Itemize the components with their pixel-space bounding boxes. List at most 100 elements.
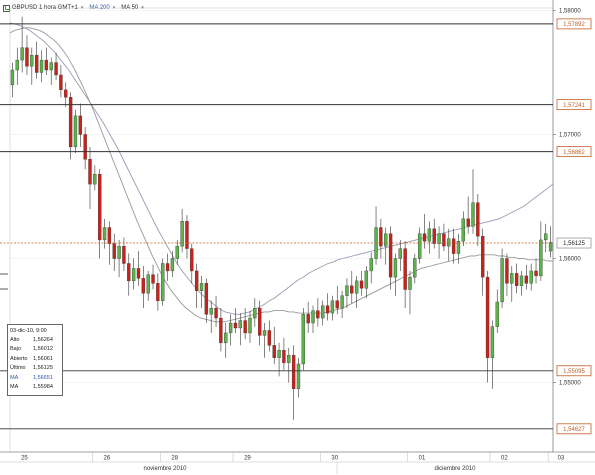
horizontal-levels[interactable]: 1,57892 1,57241 1,56862 1,55095 1,54627 1,561… [0, 18, 592, 435]
candle-body [369, 258, 373, 272]
candle-body [335, 300, 339, 309]
candle [248, 310, 252, 343]
candle [306, 301, 310, 333]
candle [68, 92, 73, 160]
candle-body [127, 263, 131, 282]
candle [262, 323, 267, 358]
candle-body [272, 345, 276, 358]
candle-body [83, 134, 87, 160]
candle-body [287, 355, 291, 363]
candle [127, 253, 131, 296]
candle-body [262, 330, 267, 336]
candle-body [490, 326, 495, 358]
candle-body [417, 233, 422, 259]
month-label: diciembre 2010 [434, 466, 476, 472]
candle-body [25, 47, 29, 67]
candle [272, 326, 276, 364]
candle [335, 285, 339, 315]
candle-body [204, 283, 209, 315]
candle-body [39, 59, 44, 73]
candle [369, 252, 373, 284]
candle-body [151, 274, 155, 284]
candle-body [510, 273, 514, 284]
candle-body [398, 248, 402, 259]
candle [224, 323, 228, 358]
candle [185, 215, 189, 259]
candle [25, 35, 29, 75]
infobox-row-ma50: MA 1,55984 [10, 383, 60, 393]
infobox-label: Alto [10, 336, 20, 343]
candle [287, 347, 291, 383]
candle [243, 308, 247, 340]
candle [102, 218, 107, 249]
candle-body [384, 233, 388, 247]
candle [345, 278, 349, 309]
infobox-label: MA [10, 374, 19, 381]
candle [471, 169, 475, 234]
price-axis[interactable]: 1,58000 1,57000 1,56000 1,55000 [553, 9, 581, 387]
candlesticks [10, 16, 553, 420]
candle-body [248, 317, 252, 334]
candle [350, 270, 354, 304]
candle [534, 258, 538, 284]
candle [466, 196, 470, 234]
candle-body [199, 283, 204, 291]
candle [529, 263, 533, 291]
day-label: 02 [501, 456, 508, 462]
candle-body [481, 236, 485, 278]
candle-body [214, 307, 218, 319]
candle [461, 211, 465, 247]
candle [325, 293, 330, 321]
infobox-label: Último [10, 365, 26, 372]
candle [59, 65, 63, 98]
candle [408, 270, 412, 315]
time-axis[interactable]: 25 26 28 29 30 01 02 03 noviembre 2010 diciembre … [21, 452, 565, 474]
level-label-box [556, 423, 592, 435]
candle-body [107, 227, 112, 244]
candle-body [20, 47, 24, 61]
candle-body [117, 245, 121, 259]
candle [485, 270, 490, 383]
candle-body [379, 227, 383, 247]
candle-body [447, 238, 451, 247]
candle-body [539, 239, 543, 277]
candle-body [194, 270, 199, 291]
candle-body [233, 322, 238, 329]
candle [481, 228, 485, 296]
candle-body [311, 310, 315, 324]
candle-body [321, 305, 325, 319]
candle [146, 270, 150, 301]
candle-body [442, 233, 446, 247]
candle [93, 165, 97, 191]
candle [456, 233, 461, 264]
level-label: 1,54627 [563, 427, 585, 433]
candle [161, 258, 165, 306]
candle-body [253, 307, 257, 319]
candle [539, 221, 543, 281]
candle-body [345, 285, 349, 296]
candle [122, 237, 126, 271]
candle [413, 253, 417, 284]
infobox-value: 1,56264 [33, 336, 53, 343]
day-label: 28 [171, 456, 178, 462]
level-label: 1,57892 [563, 22, 585, 28]
candle [427, 221, 432, 254]
plot-frame [9, 7, 554, 453]
candle [49, 57, 53, 85]
candle [359, 270, 364, 296]
candle-body [156, 283, 160, 301]
candle [165, 253, 170, 281]
candle-body [544, 233, 548, 241]
level-label: 1,57241 [563, 103, 585, 109]
candle [238, 313, 242, 346]
candle-body [505, 258, 509, 284]
candle-body [243, 320, 247, 334]
candle [451, 228, 456, 264]
candle-body [364, 270, 369, 289]
level-label-box [556, 18, 592, 30]
chart-icon [3, 4, 10, 12]
candle-body [228, 322, 233, 334]
candle-body [485, 276, 490, 358]
candle-body [10, 69, 15, 86]
